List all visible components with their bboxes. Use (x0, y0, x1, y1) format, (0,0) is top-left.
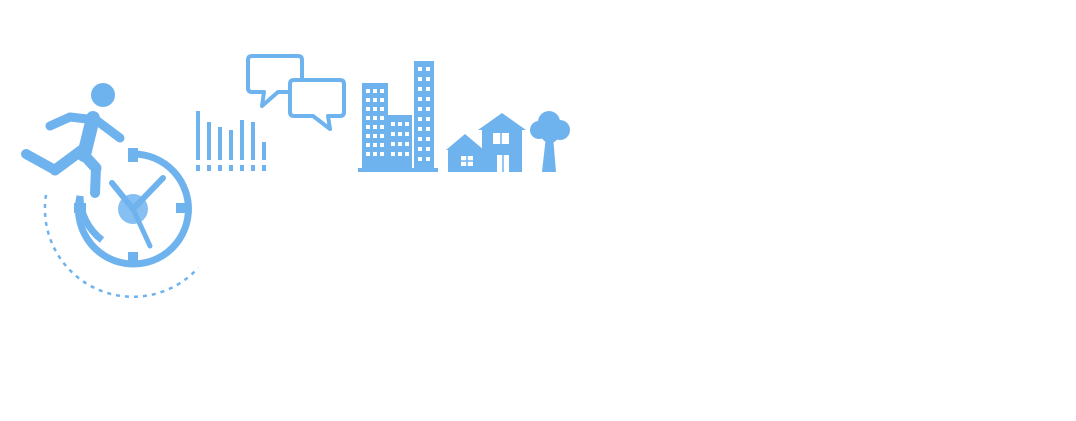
building-window (426, 107, 430, 111)
building-window (373, 134, 377, 138)
building-window (373, 98, 377, 102)
running-person-icon (21, 83, 125, 198)
dashed-orbit-arc (43, 194, 199, 298)
building-window (418, 107, 422, 111)
building-window (391, 152, 395, 156)
building-window (373, 143, 377, 147)
signal-baseline-dash (229, 165, 233, 171)
building-window (380, 143, 384, 147)
signal-baseline-dash (196, 165, 200, 171)
building-window (373, 116, 377, 120)
signal-bar (240, 120, 244, 160)
building-window (366, 89, 370, 93)
building-window (418, 97, 422, 101)
signal-baseline-dash (262, 165, 266, 171)
tree-icon (530, 111, 570, 172)
building-window (380, 98, 384, 102)
building-window (366, 116, 370, 120)
building-window (366, 143, 370, 147)
city-buildings-icon (358, 61, 438, 172)
building-window (405, 132, 409, 136)
building-window (426, 137, 430, 141)
building-window (405, 122, 409, 126)
building-window (418, 87, 422, 91)
building-window (426, 77, 430, 81)
building-window (405, 142, 409, 146)
signal-bar (218, 127, 222, 160)
signal-bar (207, 122, 211, 160)
building-window (380, 116, 384, 120)
speech-bubbles-icon (246, 54, 346, 131)
building-window (398, 142, 402, 146)
signal-baseline-dash (251, 165, 255, 171)
building-window (398, 132, 402, 136)
building-window (373, 89, 377, 93)
building-window (418, 157, 422, 161)
building-window (426, 67, 430, 71)
building-window (366, 107, 370, 111)
signal-bar (262, 142, 266, 160)
building-window (380, 89, 384, 93)
building-window (380, 134, 384, 138)
signal-baseline-dash (218, 165, 222, 171)
building-window (373, 107, 377, 111)
building-window (366, 125, 370, 129)
building-window (373, 152, 377, 156)
building-window (366, 134, 370, 138)
building-window (418, 117, 422, 121)
building-window (398, 122, 402, 126)
building-window (426, 157, 430, 161)
building-window (426, 117, 430, 121)
building-window (426, 127, 430, 131)
building-window (380, 107, 384, 111)
building-window (418, 77, 422, 81)
building-window (373, 125, 377, 129)
building-window (426, 147, 430, 151)
building-window (418, 67, 422, 71)
building-window (418, 137, 422, 141)
building-window (380, 125, 384, 129)
building-window (426, 87, 430, 91)
signal-bar (229, 130, 233, 160)
houses-icon (446, 113, 526, 172)
building-window (366, 152, 370, 156)
building-window (405, 152, 409, 156)
building-window (398, 152, 402, 156)
bar-signal-icon (196, 111, 266, 171)
building-window (366, 98, 370, 102)
building-window (418, 127, 422, 131)
building-window (426, 97, 430, 101)
signal-bar (196, 111, 200, 160)
building-window (391, 132, 395, 136)
building-window (380, 152, 384, 156)
building-window (391, 122, 395, 126)
building-window (418, 147, 422, 151)
signal-baseline-dash (207, 165, 211, 171)
signal-baseline-dash (240, 165, 244, 171)
signal-bar (251, 122, 255, 160)
building-window (391, 142, 395, 146)
stopwatch-icon (74, 148, 192, 268)
